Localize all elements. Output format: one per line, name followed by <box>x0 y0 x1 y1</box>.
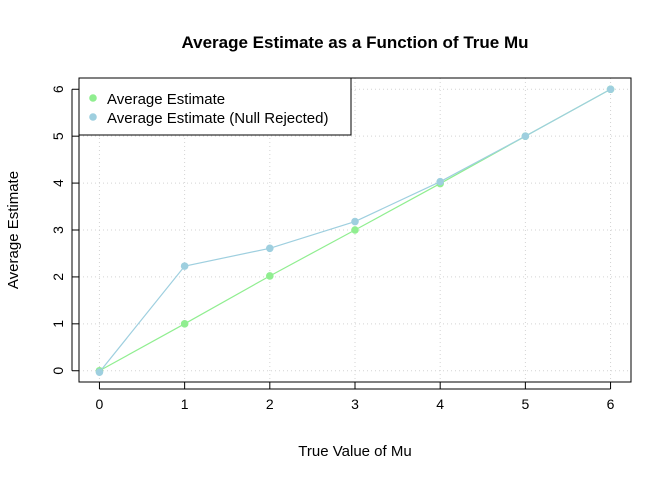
data-point <box>351 226 359 234</box>
x-tick-label: 4 <box>436 396 444 412</box>
x-tick-label: 6 <box>607 396 615 412</box>
x-tick-label: 3 <box>351 396 359 412</box>
x-tick-label: 0 <box>96 396 104 412</box>
y-tick-label: 0 <box>50 367 66 375</box>
y-tick-label: 6 <box>50 85 66 93</box>
data-point <box>266 244 274 253</box>
y-axis-label: Average Estimate <box>5 171 22 289</box>
data-point <box>180 262 189 270</box>
y-tick-label: 1 <box>50 320 66 328</box>
data-point <box>606 85 615 94</box>
series-2 <box>95 85 615 376</box>
data-point <box>266 272 274 280</box>
x-axis: 0 1 2 3 4 5 6 <box>96 382 615 412</box>
x-tick-label: 2 <box>266 396 274 412</box>
data-point <box>180 320 189 328</box>
x-tick-label: 1 <box>181 396 189 412</box>
y-tick-label: 2 <box>50 273 66 281</box>
legend-label: Average Estimate (Null Rejected) <box>107 110 328 127</box>
data-point <box>95 368 104 376</box>
y-tick-label: 4 <box>50 179 66 187</box>
x-axis-label: True Value of Mu <box>298 443 411 460</box>
legend-label: Average Estimate <box>107 91 225 108</box>
y-axis: 0 1 2 3 4 5 6 <box>50 85 79 375</box>
legend: Average Estimate Average Estimate (Null R… <box>78 77 352 136</box>
y-tick-label: 5 <box>50 132 66 140</box>
data-point <box>521 132 530 140</box>
legend-box <box>78 77 352 136</box>
data-point <box>351 217 359 226</box>
y-tick-label: 3 <box>50 226 66 234</box>
series-group <box>95 85 615 376</box>
x-tick-label: 5 <box>521 396 529 412</box>
legend-marker <box>89 113 97 121</box>
data-point <box>436 177 444 186</box>
chart-title: Average Estimate as a Function of True M… <box>181 33 528 52</box>
legend-marker <box>89 94 97 102</box>
